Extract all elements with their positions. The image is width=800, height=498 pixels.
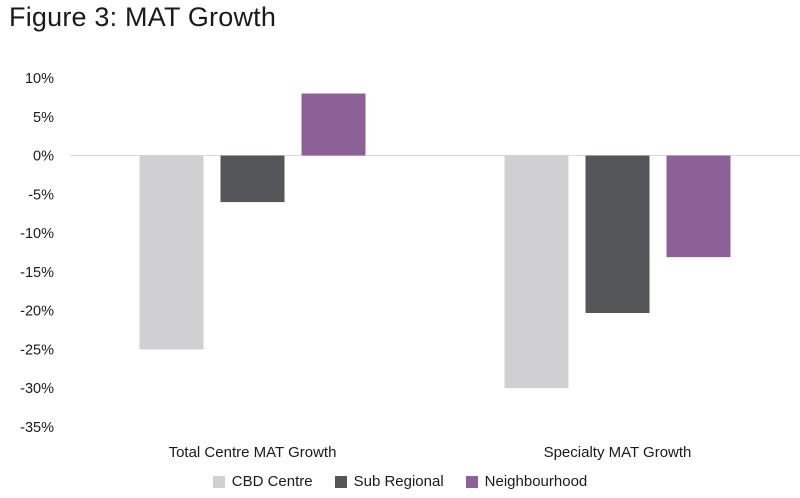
category-label: Total Centre MAT Growth <box>169 444 337 461</box>
y-tick-label: -35% <box>20 420 54 436</box>
legend-label: Neighbourhood <box>484 473 588 490</box>
y-tick-label: 10% <box>25 71 54 87</box>
legend-item: Neighbourhood <box>465 473 588 490</box>
y-tick-label: -20% <box>20 304 54 320</box>
bar-neighbourhood <box>301 93 366 156</box>
legend-label: Sub Regional <box>353 473 444 490</box>
figure-title: Figure 3: MAT Growth <box>9 2 277 32</box>
y-tick-label: 5% <box>33 110 54 126</box>
y-tick-label: -10% <box>20 226 54 242</box>
legend-label: CBD Centre <box>231 473 313 490</box>
bar-cbd-centre <box>504 155 569 389</box>
y-tick-label: -5% <box>28 187 54 203</box>
y-tick-label: -25% <box>20 342 54 358</box>
y-tick-label: 0% <box>33 149 54 165</box>
bar-sub-regional <box>220 155 285 203</box>
legend-item: Sub Regional <box>334 473 444 490</box>
legend-swatch <box>465 475 478 488</box>
bar-neighbourhood <box>666 155 731 258</box>
legend-swatch <box>212 475 225 488</box>
y-tick-label: -30% <box>20 381 54 397</box>
legend-item: CBD Centre <box>212 473 313 490</box>
y-tick-label: -15% <box>20 265 54 281</box>
bar-chart: 10% 5% 0% -5% -10% -15% -20% -25% -30% -35% Total … <box>20 71 800 461</box>
chart-legend: CBD Centre Sub Regional Neighbourhood <box>0 473 800 490</box>
bar-cbd-centre <box>139 155 204 350</box>
legend-swatch <box>334 475 347 488</box>
bar-sub-regional <box>585 155 650 313</box>
category-label: Specialty MAT Growth <box>544 444 692 461</box>
